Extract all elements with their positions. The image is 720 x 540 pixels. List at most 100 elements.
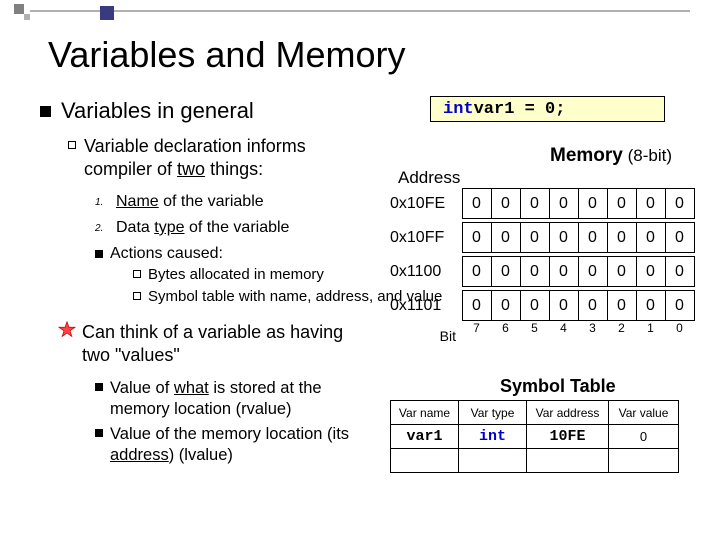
c: 0 [549, 291, 578, 321]
c: 0 [607, 189, 636, 219]
c [609, 449, 679, 473]
star-row: Can think of a variable as having two "v… [58, 321, 353, 366]
c: 0 [578, 291, 607, 321]
r: of the variable [159, 193, 264, 210]
c: 0 [609, 425, 679, 449]
c: var1 [391, 425, 459, 449]
memory-table: 0x10FE 00000000 0x10FF 00000000 0x1100 0… [390, 188, 695, 351]
code-kw: int [443, 100, 474, 119]
bit-row: Bit 76543210 [390, 321, 694, 351]
mem-row: 0x10FF 00000000 [390, 223, 694, 253]
li1: Name of the variable [116, 190, 264, 214]
subtitle-row: Variables in general [40, 98, 254, 124]
star-icon [58, 321, 76, 339]
body-line-1: Variable declaration informs compiler of… [68, 135, 358, 180]
h: Var address [527, 401, 609, 425]
hollow-bullet-icon [133, 292, 141, 300]
code-rest: var1 = 0; [474, 100, 566, 119]
r: ) (lvalue) [169, 446, 233, 464]
c: 0 [636, 223, 665, 253]
t: Memory [550, 145, 623, 166]
c: 0 [607, 291, 636, 321]
num-1: 1. [95, 195, 109, 210]
c [527, 449, 609, 473]
c: 0 [549, 257, 578, 287]
v-b: Value of the memory location (its addres… [110, 424, 370, 467]
c: 0 [520, 189, 549, 219]
num-2: 2. [95, 221, 109, 236]
p: Value of [110, 379, 174, 397]
c: 0 [665, 189, 694, 219]
c: 0 [578, 223, 607, 253]
c: 0 [607, 223, 636, 253]
c: 0 [636, 257, 665, 287]
b: 5 [520, 321, 549, 351]
addr-cell: 0x10FF [390, 223, 462, 253]
b: 2 [607, 321, 636, 351]
p: (8-bit) [623, 146, 672, 165]
slide-title: Variables and Memory [48, 34, 406, 76]
h: Var name [391, 401, 459, 425]
sub-a: Bytes allocated in memory [148, 265, 324, 285]
c: 0 [462, 223, 491, 253]
symbol-table: Var name Var type Var address Var value … [390, 400, 679, 473]
u: address [110, 446, 169, 464]
header-decoration [0, 0, 720, 28]
c: 0 [462, 257, 491, 287]
star-text: Can think of a variable as having two "v… [82, 321, 353, 366]
c: 0 [636, 291, 665, 321]
t-u: two [177, 159, 205, 179]
li3: Actions caused: [110, 242, 223, 266]
bit-title: Bit [390, 321, 462, 351]
subtitle-text: Variables in general [61, 98, 254, 124]
c: 0 [578, 189, 607, 219]
c: 10FE [527, 425, 609, 449]
address-header: Address [398, 168, 460, 188]
sym-row-empty [391, 449, 679, 473]
b: 4 [549, 321, 578, 351]
addr-cell: 0x1101 [390, 291, 462, 321]
bullet-square-icon [40, 106, 51, 117]
b: 6 [491, 321, 520, 351]
symbol-table-title: Symbol Table [500, 376, 616, 397]
code-box: int var1 = 0; [430, 96, 665, 122]
mem-row: 0x1100 00000000 [390, 257, 694, 287]
c [459, 449, 527, 473]
c: int [459, 425, 527, 449]
c: 0 [520, 223, 549, 253]
c: 0 [578, 257, 607, 287]
value-list: Value of what is stored at the memory lo… [95, 378, 370, 470]
c: 0 [491, 223, 520, 253]
mem-row: 0x1101 00000000 [390, 291, 694, 321]
mem-row: 0x10FE 00000000 [390, 189, 694, 219]
c: 0 [462, 291, 491, 321]
sym-row: var1 int 10FE 0 [391, 425, 679, 449]
b: 7 [462, 321, 491, 351]
h: Var type [459, 401, 527, 425]
hollow-bullet-icon [68, 141, 76, 149]
bullet-icon [95, 250, 103, 258]
bullet-icon [95, 429, 103, 437]
u: type [154, 219, 184, 236]
c: 0 [665, 223, 694, 253]
c: 0 [462, 189, 491, 219]
li2: Data type of the variable [116, 216, 289, 240]
hollow-bullet-icon [133, 270, 141, 278]
addr-cell: 0x1100 [390, 257, 462, 287]
b: 3 [578, 321, 607, 351]
memory-label: Memory (8-bit) [550, 145, 672, 167]
c: 0 [549, 223, 578, 253]
b: 0 [665, 321, 694, 351]
u: Name [116, 193, 159, 210]
c: 0 [491, 189, 520, 219]
c: 0 [665, 291, 694, 321]
p: Data [116, 219, 154, 236]
t2: things: [205, 159, 263, 179]
addr-cell: 0x10FE [390, 189, 462, 219]
c: 0 [607, 257, 636, 287]
c: 0 [549, 189, 578, 219]
b: 1 [636, 321, 665, 351]
c: 0 [491, 291, 520, 321]
c: 0 [520, 291, 549, 321]
body-text: Variable declaration informs compiler of… [84, 135, 358, 180]
